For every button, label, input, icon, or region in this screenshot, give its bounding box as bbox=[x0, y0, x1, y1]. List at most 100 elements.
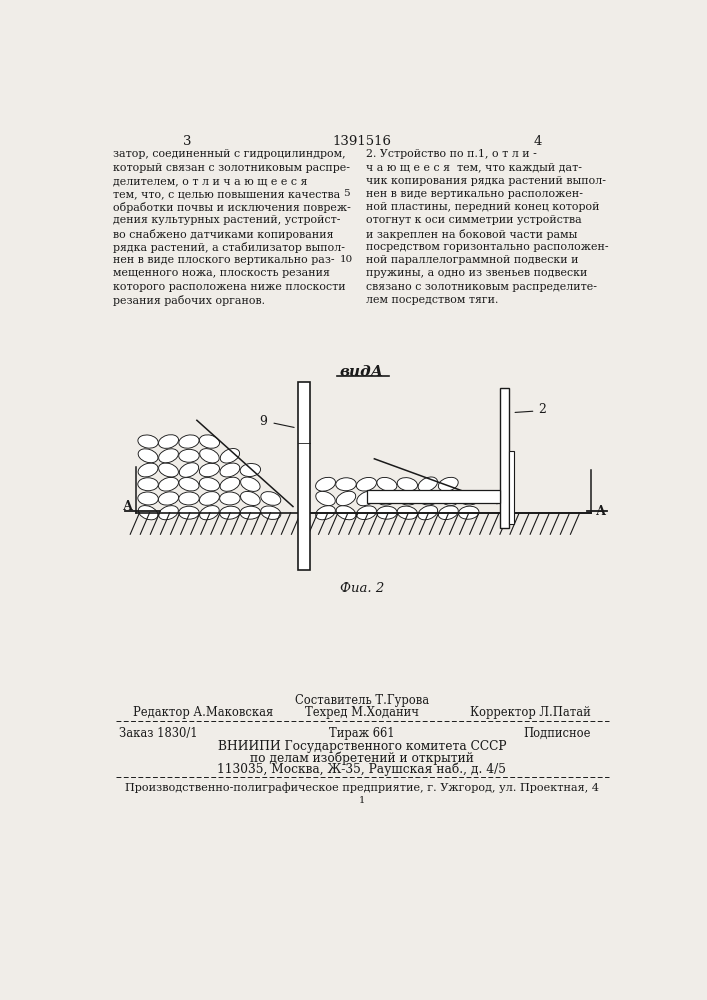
Bar bbox=[509, 451, 514, 524]
Ellipse shape bbox=[261, 506, 281, 519]
Ellipse shape bbox=[397, 478, 418, 491]
Ellipse shape bbox=[357, 491, 376, 506]
Ellipse shape bbox=[240, 491, 260, 506]
Text: Составитель Т.Гурова: Составитель Т.Гурова bbox=[295, 694, 429, 707]
Text: пружины, а одно из звеньев подвески: пружины, а одно из звеньев подвески bbox=[366, 268, 588, 278]
Text: 2. Устройство по п.1, о т л и -: 2. Устройство по п.1, о т л и - bbox=[366, 149, 537, 159]
Ellipse shape bbox=[438, 506, 458, 520]
Ellipse shape bbox=[199, 478, 219, 491]
Text: во снабжено датчиками копирования: во снабжено датчиками копирования bbox=[113, 229, 334, 240]
Text: тем, что, с целью повышения качества: тем, что, с целью повышения качества bbox=[113, 189, 341, 199]
Ellipse shape bbox=[438, 492, 458, 505]
Ellipse shape bbox=[199, 449, 219, 463]
Text: связано с золотниковым распределите-: связано с золотниковым распределите- bbox=[366, 282, 597, 292]
Ellipse shape bbox=[240, 463, 261, 477]
Text: 9: 9 bbox=[259, 415, 267, 428]
Ellipse shape bbox=[179, 435, 199, 448]
Text: А: А bbox=[596, 505, 606, 518]
Text: 4: 4 bbox=[534, 135, 542, 148]
Text: Подписное: Подписное bbox=[523, 727, 590, 740]
Ellipse shape bbox=[336, 506, 356, 520]
Ellipse shape bbox=[180, 463, 199, 477]
Ellipse shape bbox=[179, 449, 199, 462]
Ellipse shape bbox=[377, 506, 397, 519]
Text: и закреплен на боковой части рамы: и закреплен на боковой части рамы bbox=[366, 229, 577, 240]
Ellipse shape bbox=[158, 492, 179, 505]
Ellipse shape bbox=[158, 449, 178, 463]
Text: Производственно-полиграфическое предприятие, г. Ужгород, ул. Проектная, 4: Производственно-полиграфическое предприя… bbox=[125, 782, 599, 793]
Bar bbox=[368, 490, 500, 503]
Ellipse shape bbox=[199, 506, 219, 520]
Ellipse shape bbox=[138, 492, 158, 505]
Text: резания рабочих органов.: резания рабочих органов. bbox=[113, 295, 265, 306]
Text: видА: видА bbox=[340, 365, 384, 379]
Text: рядка растений, а стабилизатор выпол-: рядка растений, а стабилизатор выпол- bbox=[113, 242, 345, 253]
Ellipse shape bbox=[397, 506, 418, 519]
Text: Фиа. 2: Фиа. 2 bbox=[340, 582, 384, 595]
Ellipse shape bbox=[199, 463, 219, 477]
Bar bbox=[298, 382, 310, 570]
Ellipse shape bbox=[220, 506, 240, 519]
Ellipse shape bbox=[158, 463, 178, 477]
Ellipse shape bbox=[418, 477, 438, 492]
Text: которого расположена ниже плоскости: которого расположена ниже плоскости bbox=[113, 282, 346, 292]
Ellipse shape bbox=[138, 463, 158, 477]
Ellipse shape bbox=[356, 477, 376, 491]
Text: ной параллелограммной подвески и: ной параллелограммной подвески и bbox=[366, 255, 578, 265]
Ellipse shape bbox=[356, 506, 376, 520]
Text: 3: 3 bbox=[182, 135, 191, 148]
Ellipse shape bbox=[240, 477, 260, 491]
Text: отогнут к оси симметрии устройства: отогнут к оси симметрии устройства bbox=[366, 215, 582, 225]
Ellipse shape bbox=[397, 492, 418, 505]
Text: по делам изобретений и открытий: по делам изобретений и открытий bbox=[250, 751, 474, 765]
Ellipse shape bbox=[139, 506, 158, 520]
Ellipse shape bbox=[377, 492, 397, 505]
Text: Тираж 661: Тираж 661 bbox=[329, 727, 395, 740]
Ellipse shape bbox=[315, 477, 335, 491]
Ellipse shape bbox=[418, 506, 438, 520]
Text: 10: 10 bbox=[340, 255, 353, 264]
Text: нен в виде плоского вертикально раз-: нен в виде плоского вертикально раз- bbox=[113, 255, 335, 265]
Ellipse shape bbox=[220, 449, 240, 463]
Text: обработки почвы и исключения повреж-: обработки почвы и исключения повреж- bbox=[113, 202, 351, 213]
Text: Заказ 1830/1: Заказ 1830/1 bbox=[119, 727, 198, 740]
Text: чик копирования рядка растений выпол-: чик копирования рядка растений выпол- bbox=[366, 176, 606, 186]
Ellipse shape bbox=[316, 491, 335, 506]
Ellipse shape bbox=[179, 492, 199, 505]
Ellipse shape bbox=[138, 435, 158, 448]
Text: 2: 2 bbox=[538, 403, 546, 416]
Ellipse shape bbox=[220, 492, 240, 505]
Ellipse shape bbox=[199, 492, 219, 505]
Text: Техред М.Ходанич: Техред М.Ходанич bbox=[305, 706, 419, 719]
Text: ВНИИПИ Государственного комитета СССР: ВНИИПИ Государственного комитета СССР bbox=[218, 740, 506, 753]
Ellipse shape bbox=[438, 477, 458, 491]
Ellipse shape bbox=[316, 506, 335, 520]
Text: ной пластины, передний конец которой: ной пластины, передний конец которой bbox=[366, 202, 600, 212]
Text: А: А bbox=[123, 500, 134, 513]
Text: 113035, Москва, Ж-35, Раушская наб., д. 4/5: 113035, Москва, Ж-35, Раушская наб., д. … bbox=[218, 763, 506, 776]
Text: 1: 1 bbox=[359, 796, 365, 805]
Text: лем посредством тяги.: лем посредством тяги. bbox=[366, 295, 498, 305]
Text: нен в виде вертикально расположен-: нен в виде вертикально расположен- bbox=[366, 189, 583, 199]
Text: посредством горизонтально расположен-: посредством горизонтально расположен- bbox=[366, 242, 609, 252]
Text: дения культурных растений, устройст-: дения культурных растений, устройст- bbox=[113, 215, 341, 225]
Ellipse shape bbox=[199, 435, 219, 448]
Text: 1391516: 1391516 bbox=[332, 135, 392, 148]
Text: ч а ю щ е е с я  тем, что каждый дат-: ч а ю щ е е с я тем, что каждый дат- bbox=[366, 163, 582, 173]
Ellipse shape bbox=[220, 477, 240, 491]
Ellipse shape bbox=[138, 478, 158, 491]
Bar bbox=[500, 388, 509, 528]
Ellipse shape bbox=[337, 491, 356, 506]
Text: Корректор Л.Патай: Корректор Л.Патай bbox=[470, 706, 590, 719]
Ellipse shape bbox=[261, 492, 281, 505]
Ellipse shape bbox=[158, 477, 178, 491]
Ellipse shape bbox=[377, 477, 397, 491]
Ellipse shape bbox=[418, 492, 438, 505]
Ellipse shape bbox=[158, 435, 178, 448]
Ellipse shape bbox=[336, 478, 356, 491]
Ellipse shape bbox=[179, 506, 199, 519]
Text: Редактор А.Маковская: Редактор А.Маковская bbox=[134, 706, 274, 719]
Ellipse shape bbox=[158, 506, 178, 520]
Ellipse shape bbox=[240, 506, 261, 519]
Ellipse shape bbox=[459, 492, 479, 505]
